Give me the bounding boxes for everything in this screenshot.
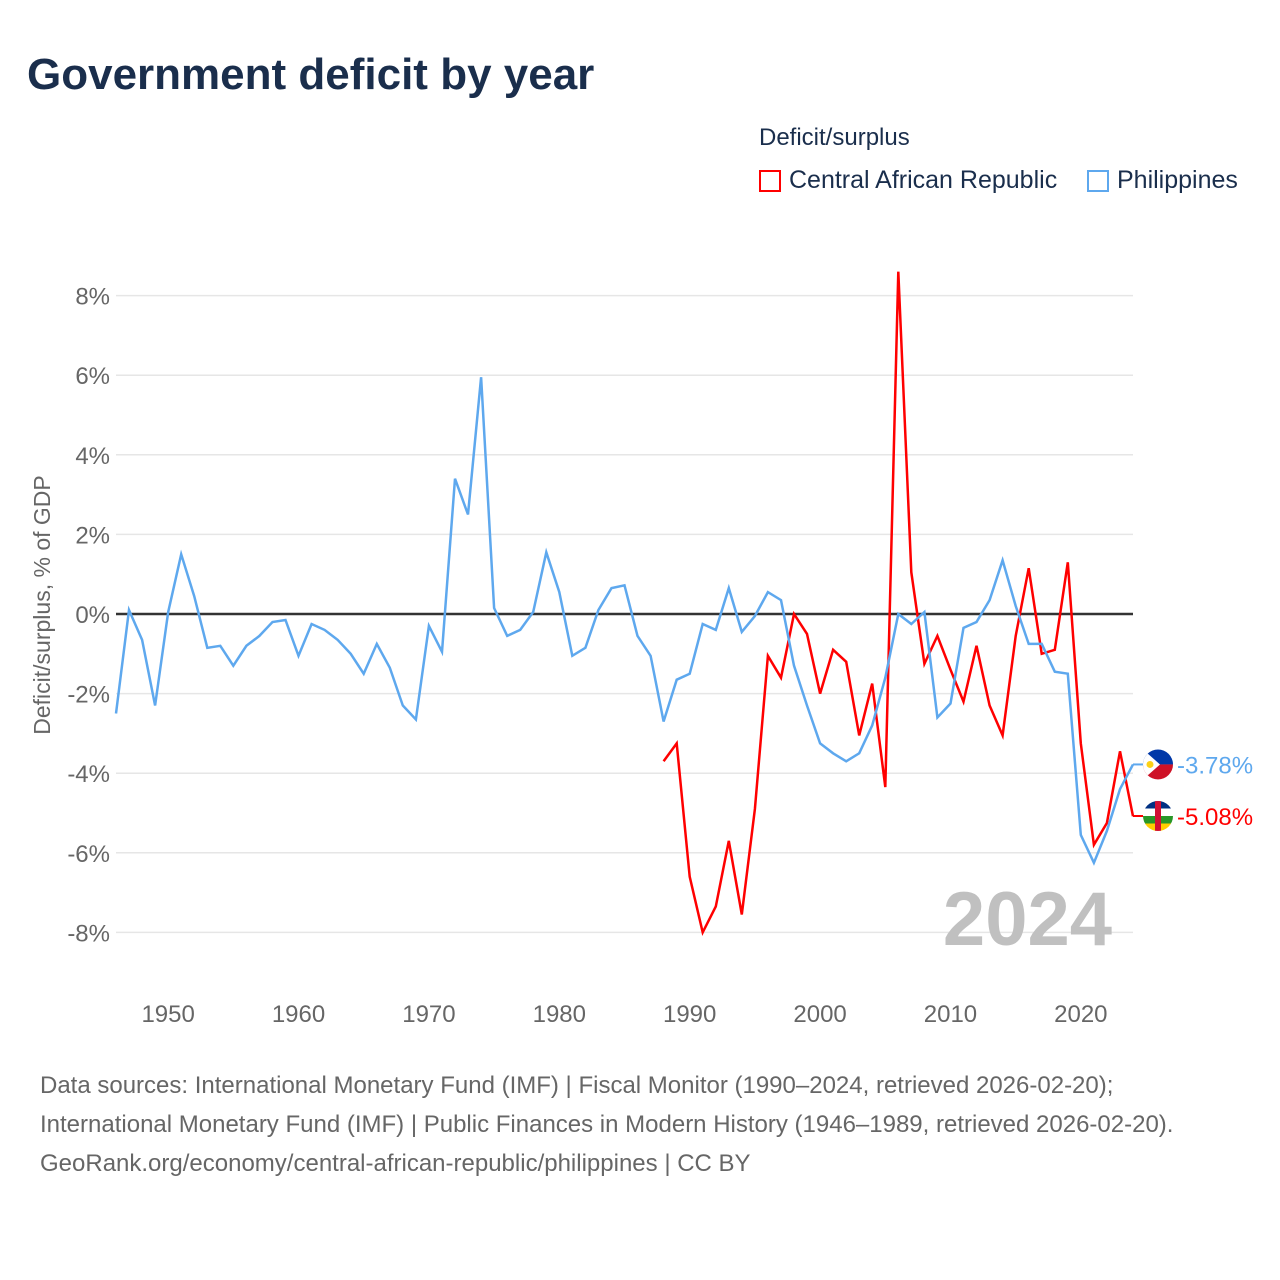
series-line-car: [662, 271, 1135, 937]
end-label-philippines: -3.78%: [1177, 752, 1253, 779]
line-chart: -8% -6% -4% -2% 0% 2% 4% 6% 8% 1950 1960 1970 1980 19…: [29, 271, 1253, 1028]
y-tick-label: 0%: [75, 602, 110, 629]
y-tick-label: 2%: [75, 522, 110, 549]
x-tick-label: 1950: [141, 1001, 194, 1028]
chart-title: Government deficit by year: [27, 50, 595, 99]
y-tick-label: -6%: [67, 841, 110, 868]
legend-label-car: Central African Republic: [789, 166, 1058, 194]
legend-item-philippines[interactable]: Philippines: [1087, 166, 1238, 195]
x-tick-label: 2020: [1054, 1001, 1107, 1028]
y-tick-label: 8%: [75, 284, 110, 311]
legend-item-car[interactable]: Central African Republic: [759, 166, 1057, 195]
y-axis-label: Deficit/surplus, % of GDP: [29, 475, 55, 734]
x-tick-label: 2010: [924, 1001, 977, 1028]
legend-swatch-philippines: [1087, 169, 1109, 192]
legend-label-philippines: Philippines: [1117, 166, 1238, 194]
data-sources: Data sources: International Monetary Fun…: [40, 1072, 1174, 1138]
end-label-car: -5.08%: [1177, 804, 1253, 831]
year-watermark: 2024: [943, 877, 1112, 962]
footer: Data sources: International Monetary Fun…: [40, 1066, 1240, 1183]
y-tick-label: -4%: [67, 761, 110, 788]
philippines-flag-icon: [1143, 749, 1173, 780]
x-tick-label: 1990: [663, 1001, 716, 1028]
x-tick-label: 1970: [402, 1001, 455, 1028]
x-tick-label: 1960: [272, 1001, 325, 1028]
central-african-republic-flag-icon: [1143, 801, 1173, 831]
y-tick-label: -8%: [67, 920, 110, 947]
legend-title: Deficit/surplus: [759, 124, 910, 151]
x-tick-label: 1980: [533, 1001, 586, 1028]
y-tick-label: 4%: [75, 443, 110, 470]
y-tick-label: -2%: [67, 682, 110, 709]
source-link[interactable]: GeoRank.org/economy/central-african-repu…: [40, 1150, 751, 1177]
x-tick-label: 2000: [793, 1001, 846, 1028]
y-tick-label: 6%: [75, 363, 110, 390]
legend-swatch-car: [759, 169, 781, 192]
series-line-philippines: [114, 377, 1135, 866]
